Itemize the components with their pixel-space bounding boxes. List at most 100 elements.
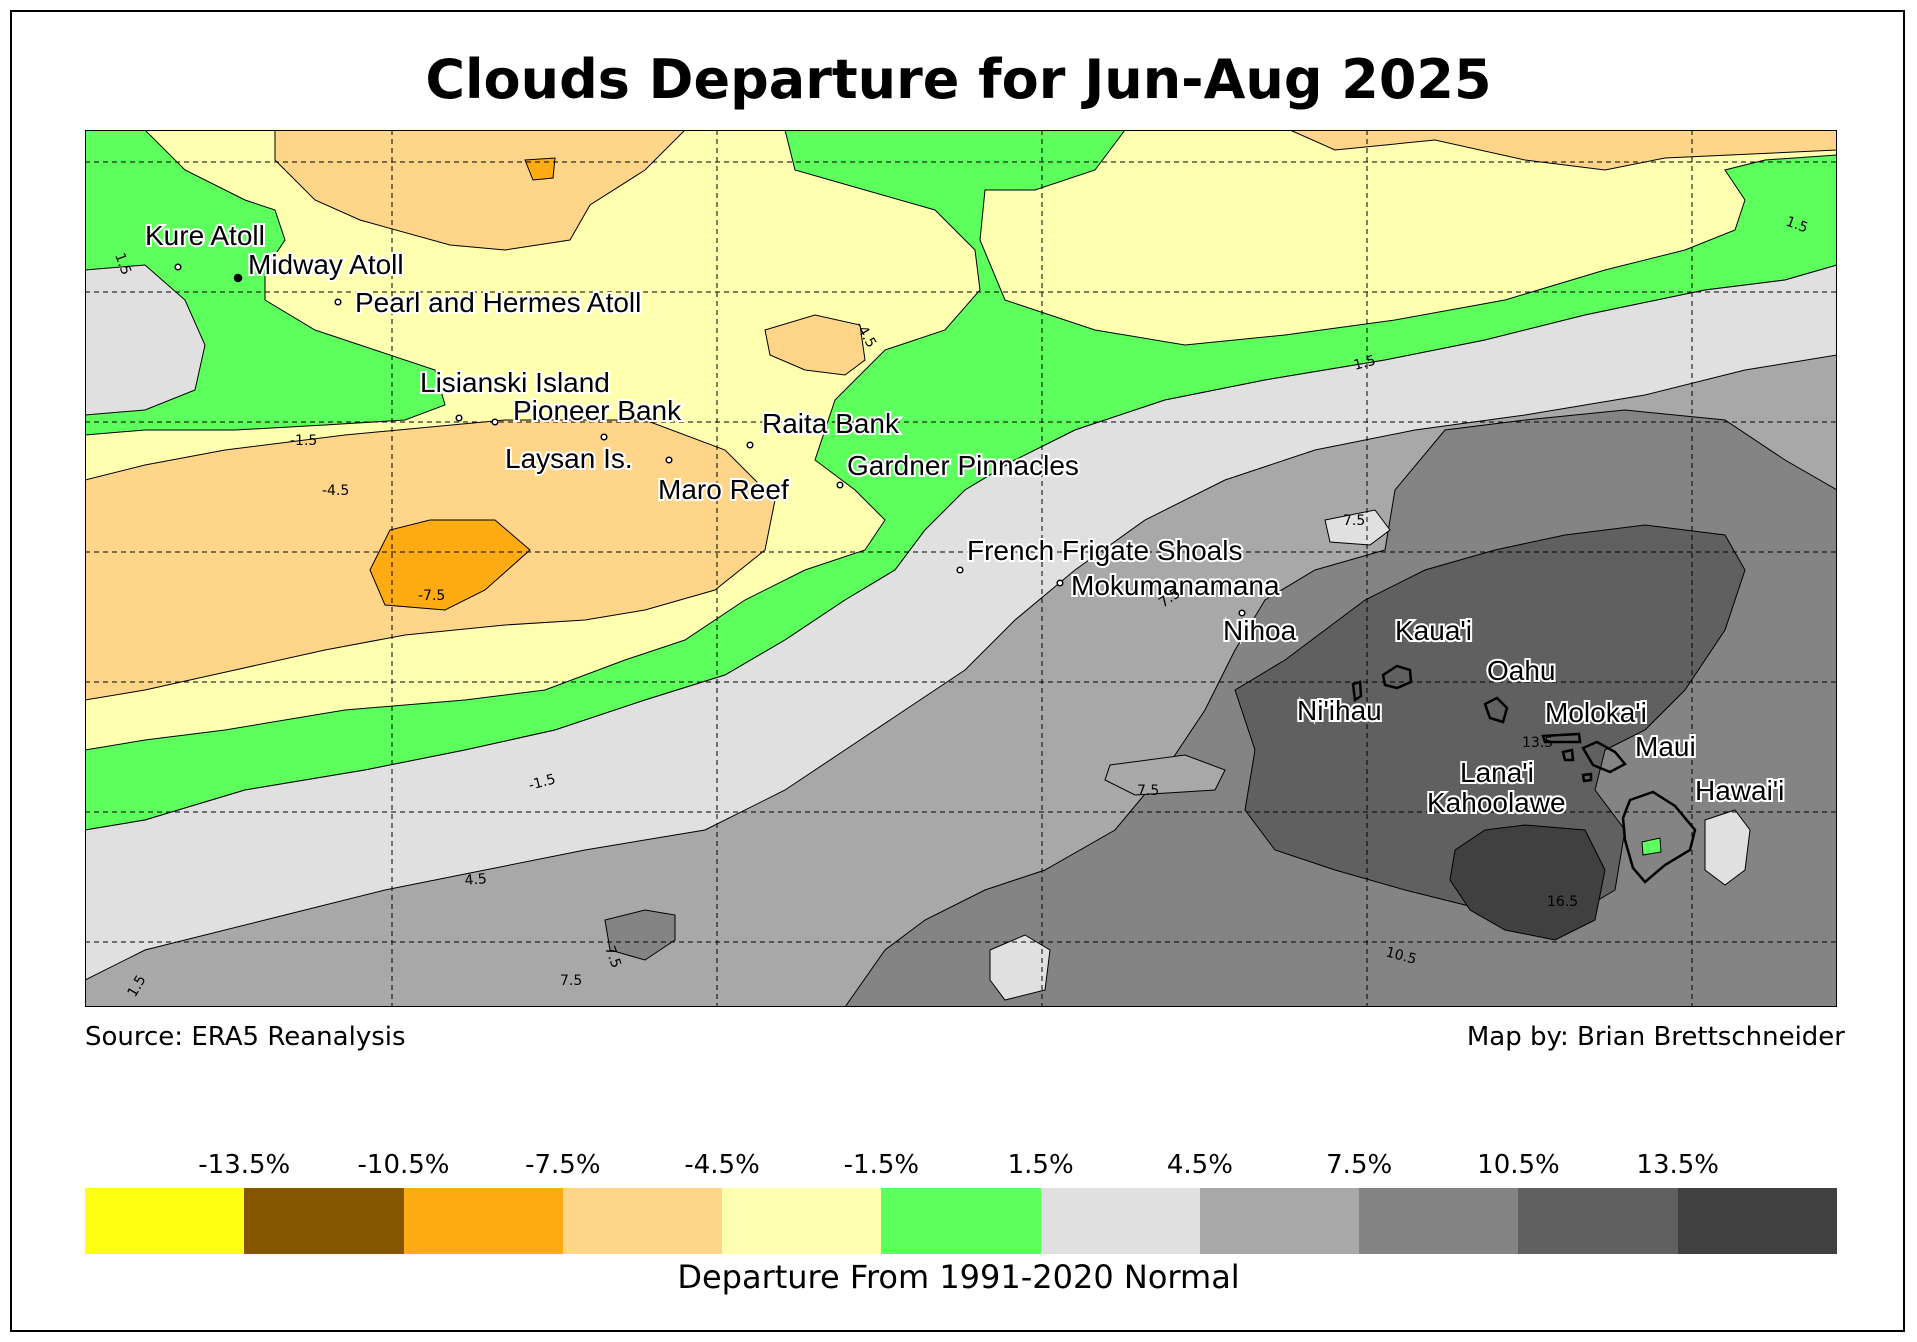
graticule (85, 130, 1837, 1007)
credit-note: Map by: Brian Brettschneider (1466, 1022, 1845, 1052)
legend-tick-label: 7.5% (1326, 1150, 1393, 1180)
legend-tick-label: 1.5% (1007, 1150, 1074, 1180)
place-label: Kaua'i (1395, 615, 1472, 646)
place-marker (746, 441, 754, 449)
island-kauai-shape (1381, 664, 1413, 690)
place-marker (491, 418, 499, 426)
place-label: Kure Atoll (145, 220, 265, 251)
island-oahu-shape (1483, 696, 1509, 724)
place-label: Nihoa (1223, 615, 1297, 646)
map-title: Clouds Departure for Jun-Aug 2025 (425, 48, 1492, 111)
place-label: Ni'ihau (1297, 695, 1382, 726)
contour-label: 7.5 (560, 973, 582, 989)
place-label: Midway Atoll (248, 249, 404, 280)
legend-tick-label: -10.5% (357, 1150, 450, 1180)
place-label: French Frigate Shoals (967, 535, 1242, 566)
island-niihau-shape (1351, 680, 1363, 703)
field-north-orange (274, 130, 686, 251)
contour-label: -4.5 (322, 483, 349, 499)
contour-label: 7.5 (1343, 513, 1365, 529)
legend-tick-label: 10.5% (1477, 1150, 1560, 1180)
legend-label: Departure From 1991-2020 Normal (677, 1258, 1240, 1296)
place-label: Pioneer Bank (513, 395, 682, 426)
legend-swatch (244, 1188, 404, 1254)
contour-label: 16.5 (1547, 894, 1578, 910)
place-marker (1056, 579, 1064, 587)
legend-swatch (403, 1188, 563, 1254)
contour-layer: 1.51.51.5-1.5-4.5-4.5-7.5-1.54.57.57.57.… (111, 214, 1810, 1000)
contour-label: -1.5 (290, 433, 317, 449)
contour-label: 4.5 (464, 871, 488, 889)
field-patch-lightgrey2 (1704, 809, 1751, 886)
place-marker (836, 481, 844, 489)
place-label: Lana'i (1460, 757, 1534, 788)
island-outlines (1351, 664, 1697, 884)
legend-tick-label: 4.5% (1166, 1150, 1233, 1180)
contour-label: -7.5 (418, 588, 445, 604)
field-patch-orange (764, 314, 866, 376)
field-lightgrey-nw (85, 264, 206, 416)
legend-swatch (1677, 1188, 1837, 1254)
legend-swatch (881, 1188, 1041, 1254)
field-north-orange2 (1289, 130, 1837, 171)
place-marker (1238, 609, 1246, 617)
legend-swatch (1359, 1188, 1519, 1254)
place-label: Laysan Is. (505, 443, 633, 474)
island-lanai-shape (1561, 748, 1575, 762)
legend-tick-label: -4.5% (684, 1150, 760, 1180)
contour-label: 7.5 (601, 944, 624, 970)
place-label: Mokumanamana (1071, 570, 1280, 601)
place-label: Lisianski Island (420, 367, 610, 398)
legend-swatch (562, 1188, 723, 1254)
field-patch-lightgrey (989, 934, 1051, 1001)
legend-tick-label: -13.5% (198, 1150, 291, 1180)
place-marker (455, 414, 463, 422)
field-darkest (1449, 824, 1606, 941)
legend-tick-label: 13.5% (1636, 1150, 1720, 1180)
contour-label: 1.5 (111, 251, 134, 277)
field-darkgrey (1234, 524, 1746, 921)
source-note: Source: ERA5 Reanalysis (85, 1022, 406, 1052)
field-darkorange (369, 519, 531, 611)
place-label: Pearl and Hermes Atoll (355, 287, 641, 318)
place-label: Maui (1635, 731, 1696, 762)
place-label: Moloka'i (1545, 697, 1647, 728)
place-label: Gardner Pinnacles (847, 450, 1079, 481)
map-border (85, 130, 1837, 1007)
field-patch-midgrey (604, 909, 676, 961)
contour-label: 10.5 (1384, 944, 1418, 968)
field-patch-green-hi (1641, 837, 1662, 856)
legend-swatch (1040, 1188, 1200, 1254)
legend-swatch (1518, 1188, 1678, 1254)
contour-label: 1.5 (1784, 214, 1810, 237)
place-marker (233, 273, 243, 283)
place-marker (600, 433, 608, 441)
contour-label: 13.5 (1522, 735, 1553, 751)
legend-tick-label: -7.5% (525, 1150, 601, 1180)
legend-colorbar (85, 1188, 1837, 1254)
contour-label: -1.5 (527, 771, 558, 794)
legend-swatch (722, 1188, 882, 1254)
field-patch-grey (1104, 754, 1226, 796)
place-label: Kahoolawe (1427, 787, 1566, 818)
legend-ticks: -13.5% -10.5% -7.5% -4.5% -1.5% 1.5% 4.5% 7.5% 1… (0, 1150, 1917, 1184)
contour-label: 7.5 (1137, 783, 1159, 799)
island-hawaii-shape (1621, 790, 1697, 884)
island-molokai-shape (1541, 732, 1582, 744)
place-label: Oahu (1487, 655, 1556, 686)
place-marker (174, 263, 182, 271)
place-label: Maro Reef (658, 474, 789, 505)
island-kahoolawe-shape (1581, 772, 1593, 783)
contour-label: 1.5 (1352, 353, 1378, 374)
place-label: Hawai'i (1695, 775, 1784, 806)
island-maui-shape (1581, 740, 1627, 774)
place-marker (956, 566, 964, 574)
place-marker (665, 456, 673, 464)
place-marker (334, 298, 342, 306)
legend-tick-label: -1.5% (843, 1150, 920, 1180)
field-darkorange2 (524, 157, 556, 181)
legend-swatch (85, 1188, 245, 1254)
place-label: Raita Bank (762, 408, 900, 439)
